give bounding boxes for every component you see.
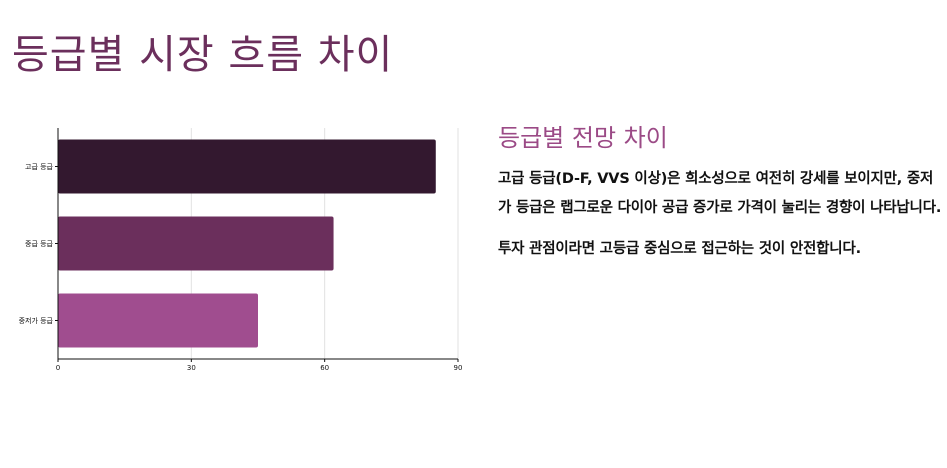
paragraph-outlook: 고급 등급(D-F, VVS 이상)은 희소성으로 여전히 강세를 보이지만, … [498, 171, 942, 216]
bar-1 [58, 139, 436, 194]
y-tick-label: 고급 등급 [25, 163, 54, 171]
x-tick-label: 90 [454, 364, 463, 372]
text-panel: 등급별 전망 차이 고급 등급(D-F, VVS 이상)은 희소성으로 여전히 … [498, 118, 943, 276]
x-tick-label: 0 [56, 364, 60, 372]
bar-2 [58, 216, 334, 271]
x-tick-label: 60 [320, 364, 329, 372]
bar-3 [58, 293, 258, 348]
bars [58, 139, 436, 348]
section-subtitle: 등급별 전망 차이 [498, 124, 668, 152]
y-tick-label: 중저가 등급 [19, 316, 54, 325]
y-tick-label: 중급 등급 [25, 240, 54, 248]
x-tick-label: 30 [187, 364, 196, 372]
page-title: 등급별 시장 흐름 차이 [12, 32, 394, 78]
paragraph-investment: 투자 관점이라면 고등급 중심으로 접근하는 것이 안전합니다. [498, 241, 861, 257]
